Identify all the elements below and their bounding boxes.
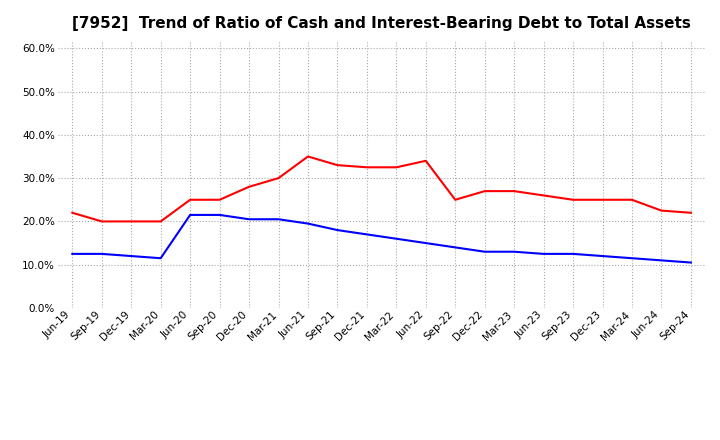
Interest-Bearing Debt	[421, 240, 430, 246]
Interest-Bearing Debt	[274, 216, 283, 222]
Interest-Bearing Debt	[569, 251, 577, 257]
Interest-Bearing Debt	[657, 258, 666, 263]
Cash	[97, 219, 106, 224]
Interest-Bearing Debt	[480, 249, 489, 254]
Interest-Bearing Debt	[687, 260, 696, 265]
Title: [7952]  Trend of Ratio of Cash and Interest-Bearing Debt to Total Assets: [7952] Trend of Ratio of Cash and Intere…	[72, 16, 691, 32]
Interest-Bearing Debt	[598, 253, 607, 259]
Cash	[186, 197, 194, 202]
Cash	[215, 197, 224, 202]
Cash	[687, 210, 696, 216]
Cash	[304, 154, 312, 159]
Cash	[539, 193, 548, 198]
Interest-Bearing Debt	[539, 251, 548, 257]
Cash	[421, 158, 430, 163]
Cash	[451, 197, 459, 202]
Interest-Bearing Debt	[392, 236, 400, 242]
Interest-Bearing Debt	[451, 245, 459, 250]
Interest-Bearing Debt	[68, 251, 76, 257]
Cash	[274, 176, 283, 181]
Interest-Bearing Debt	[304, 221, 312, 226]
Interest-Bearing Debt	[510, 249, 518, 254]
Interest-Bearing Debt	[628, 256, 636, 261]
Interest-Bearing Debt	[245, 216, 253, 222]
Cash	[628, 197, 636, 202]
Cash	[68, 210, 76, 216]
Cash	[245, 184, 253, 190]
Cash	[392, 165, 400, 170]
Interest-Bearing Debt	[97, 251, 106, 257]
Interest-Bearing Debt	[215, 212, 224, 217]
Cash	[363, 165, 372, 170]
Cash	[156, 219, 165, 224]
Interest-Bearing Debt	[127, 253, 135, 259]
Line: Interest-Bearing Debt: Interest-Bearing Debt	[72, 215, 691, 263]
Cash	[333, 162, 342, 168]
Interest-Bearing Debt	[186, 212, 194, 217]
Cash	[480, 188, 489, 194]
Cash	[657, 208, 666, 213]
Interest-Bearing Debt	[333, 227, 342, 233]
Cash	[598, 197, 607, 202]
Interest-Bearing Debt	[363, 232, 372, 237]
Line: Cash: Cash	[72, 157, 691, 221]
Cash	[127, 219, 135, 224]
Cash	[510, 188, 518, 194]
Cash	[569, 197, 577, 202]
Interest-Bearing Debt	[156, 256, 165, 261]
